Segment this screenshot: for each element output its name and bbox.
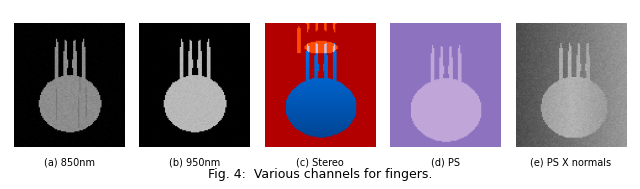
Text: (d) PS: (d) PS <box>431 157 460 167</box>
Text: (e) PS X normals: (e) PS X normals <box>531 157 611 167</box>
Text: (a) 850nm: (a) 850nm <box>44 157 95 167</box>
Text: (b) 950nm: (b) 950nm <box>169 157 220 167</box>
Text: Fig. 4:  Various channels for fingers.: Fig. 4: Various channels for fingers. <box>208 168 432 181</box>
Text: (c) Stereo: (c) Stereo <box>296 157 344 167</box>
